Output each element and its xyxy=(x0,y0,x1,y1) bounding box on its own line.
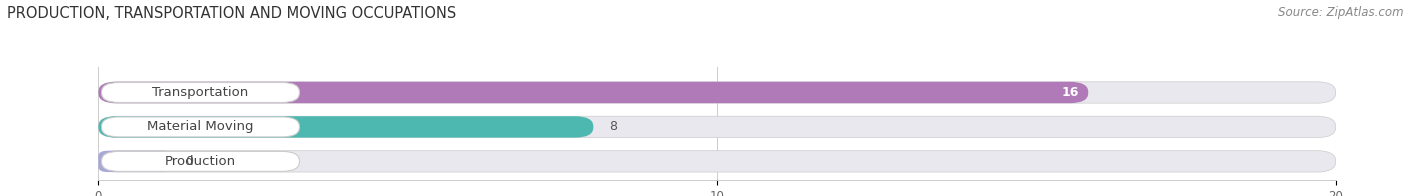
FancyBboxPatch shape xyxy=(101,117,299,137)
Text: 16: 16 xyxy=(1062,86,1078,99)
Text: PRODUCTION, TRANSPORTATION AND MOVING OCCUPATIONS: PRODUCTION, TRANSPORTATION AND MOVING OC… xyxy=(7,6,457,21)
FancyBboxPatch shape xyxy=(98,116,593,138)
FancyBboxPatch shape xyxy=(98,116,1336,138)
FancyBboxPatch shape xyxy=(101,151,299,171)
Text: 0: 0 xyxy=(186,155,193,168)
Text: 8: 8 xyxy=(609,120,617,133)
FancyBboxPatch shape xyxy=(98,151,173,172)
Text: Production: Production xyxy=(165,155,236,168)
Text: Transportation: Transportation xyxy=(152,86,249,99)
FancyBboxPatch shape xyxy=(101,83,299,103)
FancyBboxPatch shape xyxy=(98,151,1336,172)
FancyBboxPatch shape xyxy=(98,82,1336,103)
FancyBboxPatch shape xyxy=(98,82,1088,103)
Text: Material Moving: Material Moving xyxy=(148,120,253,133)
Text: Source: ZipAtlas.com: Source: ZipAtlas.com xyxy=(1278,6,1403,19)
